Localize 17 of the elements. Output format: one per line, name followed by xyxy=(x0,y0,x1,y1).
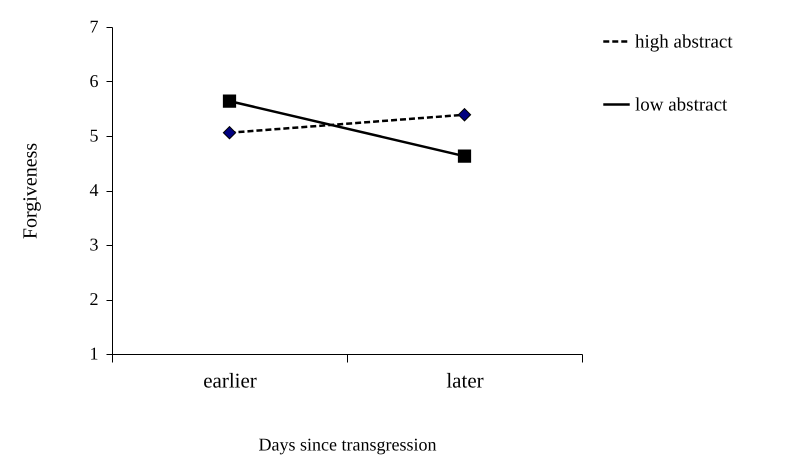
y-tick-label: 6 xyxy=(90,71,98,91)
x-axis-title: Days since transgression xyxy=(258,434,436,454)
y-tick-label: 1 xyxy=(90,344,98,364)
x-tick-label: earlier xyxy=(203,368,257,392)
y-tick-label: 5 xyxy=(90,126,98,146)
y-tick-label: 3 xyxy=(90,234,98,254)
x-tick-label: later xyxy=(446,368,484,392)
point xyxy=(458,150,472,163)
y-tick-label: 7 xyxy=(90,16,98,36)
y-tick-label: 4 xyxy=(90,180,98,200)
point xyxy=(222,126,236,140)
y-axis-title: Forgiveness xyxy=(20,142,42,240)
legend-label: high abstract xyxy=(635,32,734,52)
y-tick-label: 2 xyxy=(90,289,98,309)
legend-label: low abstract xyxy=(635,94,728,116)
point xyxy=(458,108,472,122)
point xyxy=(222,94,236,108)
